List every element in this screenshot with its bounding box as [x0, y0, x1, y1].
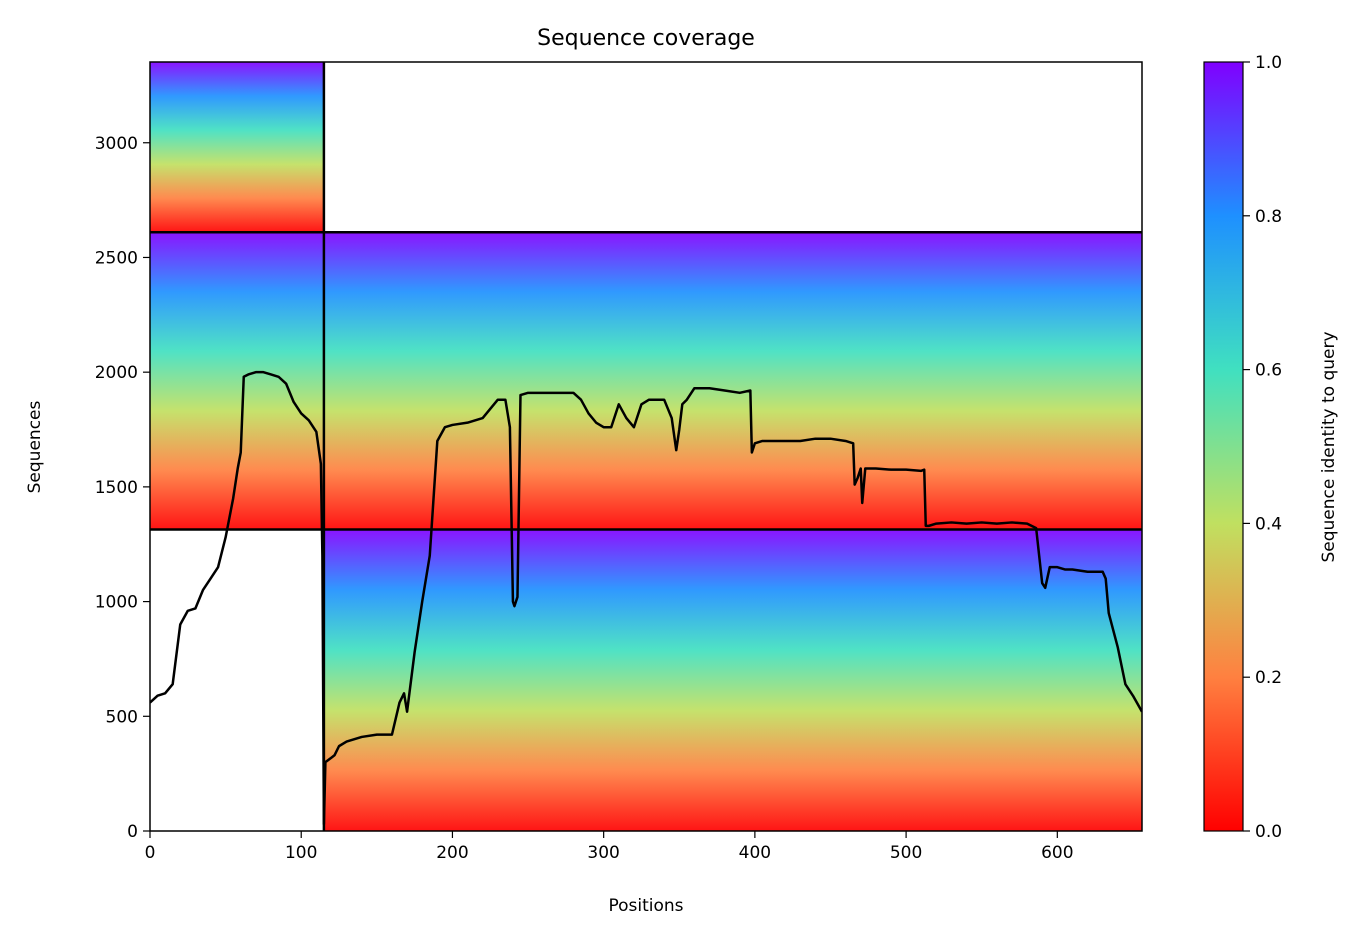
colorbar-tick-label: 0.8	[1255, 207, 1282, 227]
y-axis: 0 500 1000 1500 2000 2500 3000	[95, 134, 150, 842]
y-tick-label: 0	[127, 822, 138, 842]
coverage-block-0	[150, 62, 324, 233]
y-tick-label: 2000	[95, 363, 138, 383]
y-tick-label: 1500	[95, 478, 138, 498]
coverage-block-3	[323, 529, 1142, 831]
y-axis-label: Sequences	[25, 401, 45, 494]
y-tick-label: 3000	[95, 134, 138, 154]
colorbar-tick-label: 0.0	[1255, 822, 1282, 842]
coverage-blocks	[150, 62, 1142, 831]
coverage-block-2	[150, 232, 324, 530]
x-axis-label: Positions	[608, 896, 683, 916]
colorbar-tick-label: 0.6	[1255, 361, 1282, 381]
y-tick-label: 1000	[95, 593, 138, 613]
colorbar-tick-label: 0.4	[1255, 514, 1282, 534]
y-tick-label: 2500	[95, 248, 138, 268]
coverage-block-1	[323, 232, 1142, 530]
x-tick-label: 200	[436, 843, 468, 863]
x-tick-label: 500	[890, 843, 922, 863]
colorbar-tick-label: 1.0	[1255, 53, 1282, 73]
x-axis: 0 100 200 300 400 500 600	[145, 831, 1074, 863]
colorbar-frame	[1203, 61, 1244, 832]
colorbar: 0.0 0.2 0.4 0.6 0.8 1.0 Sequence identity to …	[1203, 53, 1339, 842]
x-tick-label: 0	[145, 843, 156, 863]
colorbar-ticks: 0.0 0.2 0.4 0.6 0.8 1.0	[1243, 53, 1282, 842]
colorbar-tick-label: 0.2	[1255, 668, 1282, 688]
plot-area	[149, 61, 1143, 832]
x-tick-label: 400	[739, 843, 771, 863]
x-tick-label: 100	[285, 843, 317, 863]
x-tick-label: 300	[587, 843, 619, 863]
chart-title: Sequence coverage	[537, 26, 755, 51]
colorbar-label: Sequence identity to query	[1319, 331, 1339, 562]
y-tick-label: 500	[106, 707, 138, 727]
coverage-line	[150, 370, 1142, 826]
plot-frame	[149, 61, 1143, 832]
x-tick-label: 600	[1041, 843, 1073, 863]
colorbar-fill	[1204, 62, 1243, 831]
